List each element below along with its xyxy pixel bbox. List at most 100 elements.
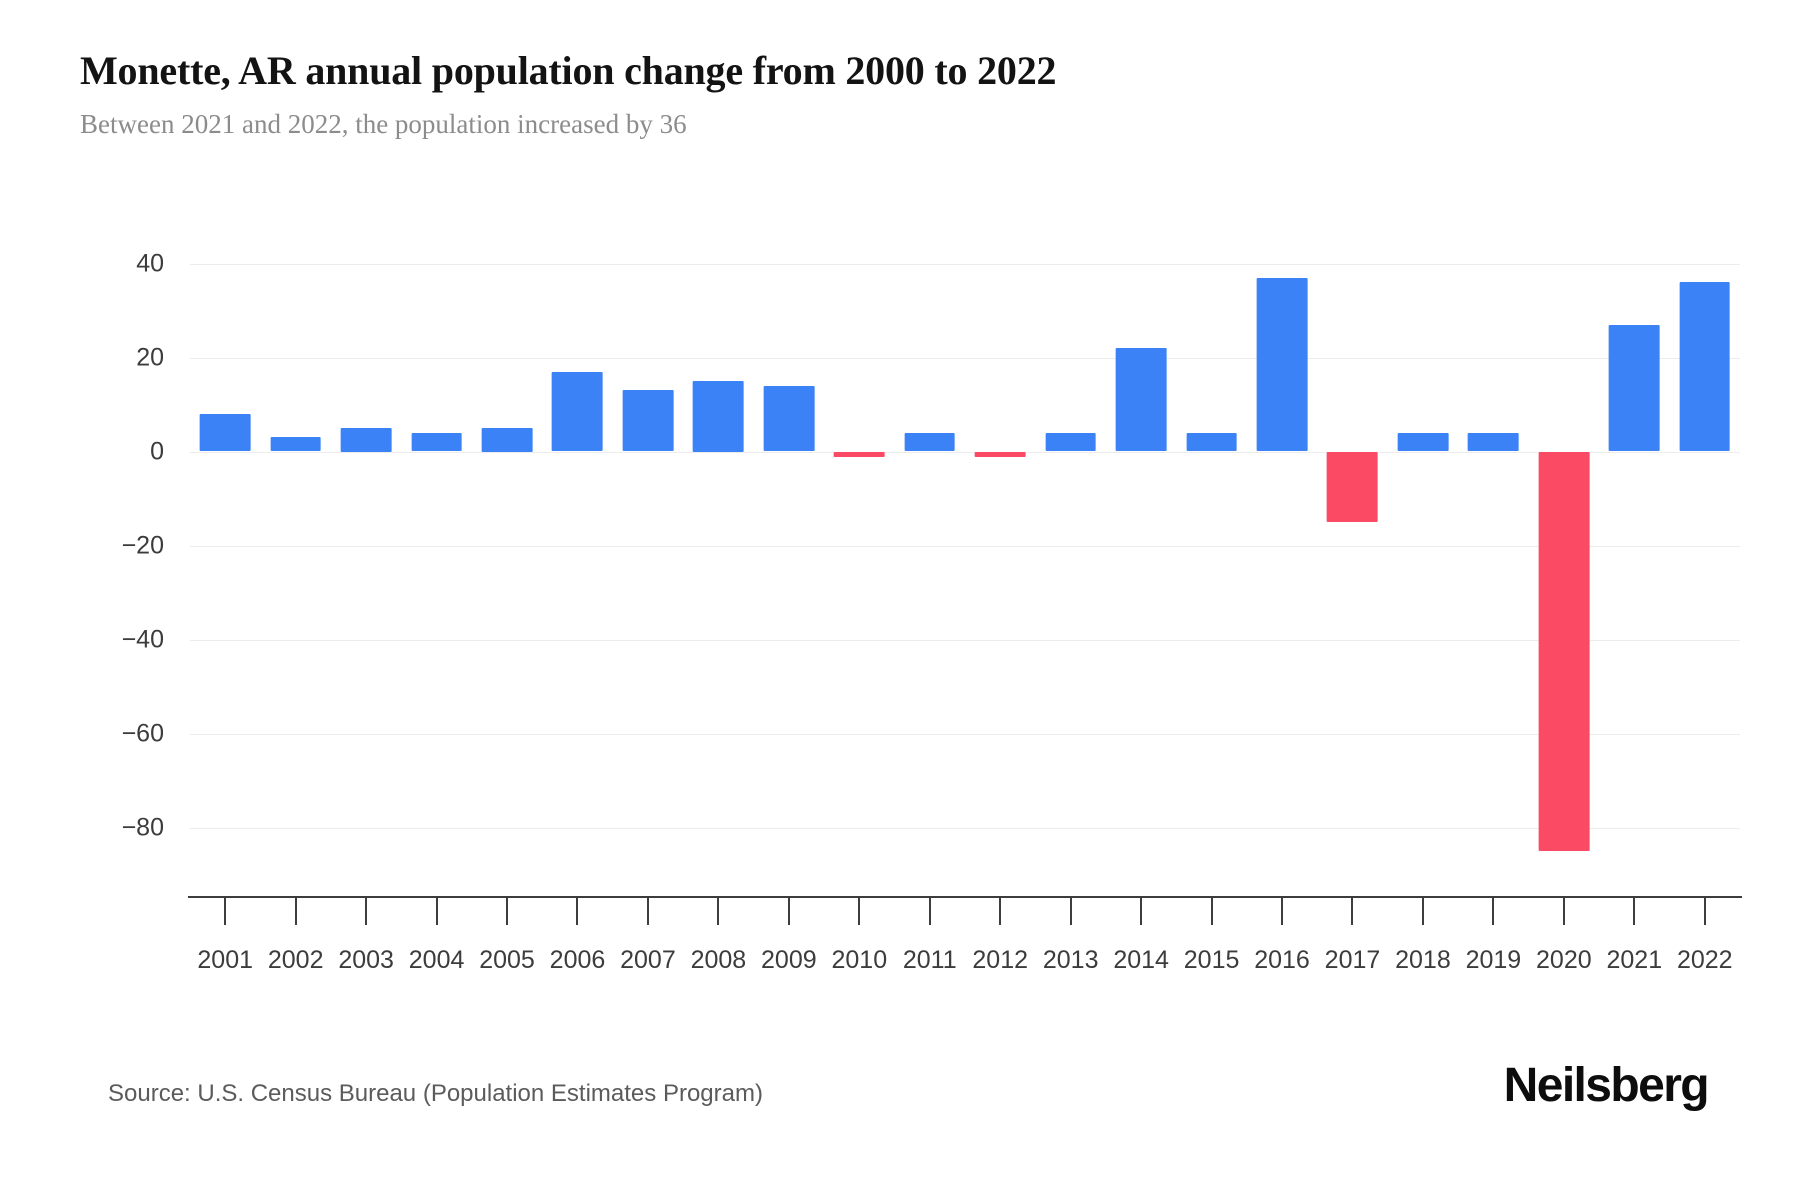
bar-2012[interactable]: [974, 451, 1026, 457]
x-axis-tick-label: 2006: [549, 946, 606, 974]
bar-slot: 2005: [472, 240, 542, 974]
gridline: [190, 827, 1740, 829]
x-axis-tick: [1562, 898, 1565, 925]
bar-2006[interactable]: [552, 371, 603, 452]
bar-2001[interactable]: [199, 413, 251, 452]
x-axis-tick: [435, 898, 438, 925]
bar-slot: 2022: [1670, 240, 1740, 974]
x-axis-tick: [928, 898, 931, 925]
bar-slot: 2014: [1106, 240, 1176, 974]
x-axis-tick-label: 2012: [972, 946, 1029, 974]
bar-2018[interactable]: [1397, 432, 1449, 452]
bar-2010[interactable]: [833, 451, 885, 457]
y-axis-tick-label: −80: [121, 813, 164, 841]
x-axis-tick-label: 2015: [1183, 946, 1240, 974]
source-note: Source: U.S. Census Bureau (Population E…: [108, 1080, 763, 1107]
bar-slot: 2003: [331, 240, 401, 974]
x-axis-tick-label: 2001: [197, 946, 254, 974]
bar-slot: 2009: [754, 240, 824, 974]
bar-slot: 2008: [683, 240, 753, 974]
x-axis-tick-label: 2018: [1395, 946, 1451, 974]
bar-2004[interactable]: [411, 432, 462, 452]
brand-logo: Neilsberg: [1503, 1059, 1710, 1112]
bar-slot: 2016: [1247, 240, 1317, 974]
bar-slot: 2017: [1317, 240, 1387, 974]
chart-footer: Source: U.S. Census Bureau (Population E…: [0, 1059, 1800, 1160]
x-axis-tick: [1069, 898, 1072, 925]
y-axis-tick-label: 20: [136, 343, 164, 371]
plot-area: 40 20 0 −20 −40 −60 −80 2001 2002 2003 2004 2005 20…: [122, 240, 1742, 974]
bar-slot: 2007: [613, 240, 683, 974]
x-axis-tick: [294, 898, 297, 925]
x-axis-tick: [858, 898, 861, 925]
bar-2020[interactable]: [1538, 451, 1590, 851]
bar-slot: 2002: [260, 240, 330, 974]
x-axis-tick-label: 2019: [1465, 946, 1522, 974]
bar-2009[interactable]: [763, 385, 815, 452]
x-axis-tick-label: 2008: [690, 946, 747, 974]
bar-2014[interactable]: [1115, 348, 1167, 452]
bar-slot: 2006: [542, 240, 612, 974]
x-axis-tick: [1703, 898, 1706, 925]
gridline: [190, 545, 1740, 547]
bar-slot: 2004: [401, 240, 471, 974]
x-axis-tick: [1492, 898, 1495, 925]
bar-slot: 2013: [1035, 240, 1105, 974]
bar-2005[interactable]: [481, 428, 533, 452]
bar-2016[interactable]: [1256, 277, 1308, 452]
y-axis-tick-label: −20: [121, 531, 164, 559]
y-axis-tick-label: 0: [150, 437, 164, 465]
bar-slot: 2020: [1529, 240, 1599, 974]
x-axis-tick: [506, 898, 509, 925]
x-axis-tick-label: 2022: [1676, 946, 1733, 974]
bar-slot: 2019: [1458, 240, 1528, 974]
y-axis-tick-label: −60: [121, 719, 164, 747]
bar-2013[interactable]: [1045, 432, 1097, 452]
bar-2015[interactable]: [1186, 432, 1237, 452]
x-axis-tick: [576, 898, 579, 925]
bars-layer: 2001 2002 2003 2004 2005 2006 2007 2008 2009 2010…: [190, 240, 1740, 974]
x-axis-tick-label: 2016: [1254, 946, 1310, 974]
bar-2003[interactable]: [340, 428, 392, 452]
bar-2021[interactable]: [1608, 324, 1660, 452]
x-axis-tick-label: 2004: [408, 946, 465, 974]
bar-2008[interactable]: [693, 381, 744, 452]
y-axis-tick-label: −40: [121, 625, 164, 653]
gridline: [190, 357, 1740, 359]
x-axis-tick-label: 2014: [1113, 946, 1169, 974]
x-axis-tick-label: 2020: [1536, 946, 1592, 974]
bar-2019[interactable]: [1468, 432, 1519, 452]
x-axis-tick: [224, 898, 227, 925]
bar-2007[interactable]: [622, 390, 674, 452]
x-axis-tick-label: 2005: [479, 946, 535, 974]
bar-2002[interactable]: [270, 437, 322, 452]
chart-header: Monette, AR annual population change fro…: [80, 48, 1720, 140]
x-axis-tick: [1633, 898, 1636, 925]
x-axis-tick-label: 2003: [338, 946, 394, 974]
bar-2011[interactable]: [904, 432, 956, 452]
bar-2017[interactable]: [1327, 451, 1378, 522]
x-axis-tick: [1140, 898, 1143, 925]
bar-slot: 2011: [895, 240, 965, 974]
x-axis-tick: [365, 898, 368, 925]
x-axis-tick: [646, 898, 649, 925]
x-axis-tick-label: 2013: [1042, 946, 1099, 974]
x-axis-tick: [717, 898, 720, 925]
gridline: [190, 451, 1740, 453]
chart-subtitle: Between 2021 and 2022, the population in…: [80, 109, 687, 139]
x-axis-tick: [1421, 898, 1424, 925]
page-title: Monette, AR annual population change fro…: [80, 48, 1057, 93]
bar-2022[interactable]: [1679, 282, 1731, 452]
bar-slot: 2010: [824, 240, 894, 974]
x-axis-tick-label: 2002: [267, 946, 324, 974]
x-axis-tick-label: 2010: [831, 946, 888, 974]
bar-slot: 2021: [1599, 240, 1669, 974]
x-axis-tick-label: 2021: [1606, 946, 1663, 974]
x-axis-tick: [999, 898, 1002, 925]
gridline: [190, 639, 1740, 641]
bar-slot: 2001: [190, 240, 260, 974]
x-axis-line: [188, 896, 1742, 898]
x-axis-tick: [1210, 898, 1213, 925]
